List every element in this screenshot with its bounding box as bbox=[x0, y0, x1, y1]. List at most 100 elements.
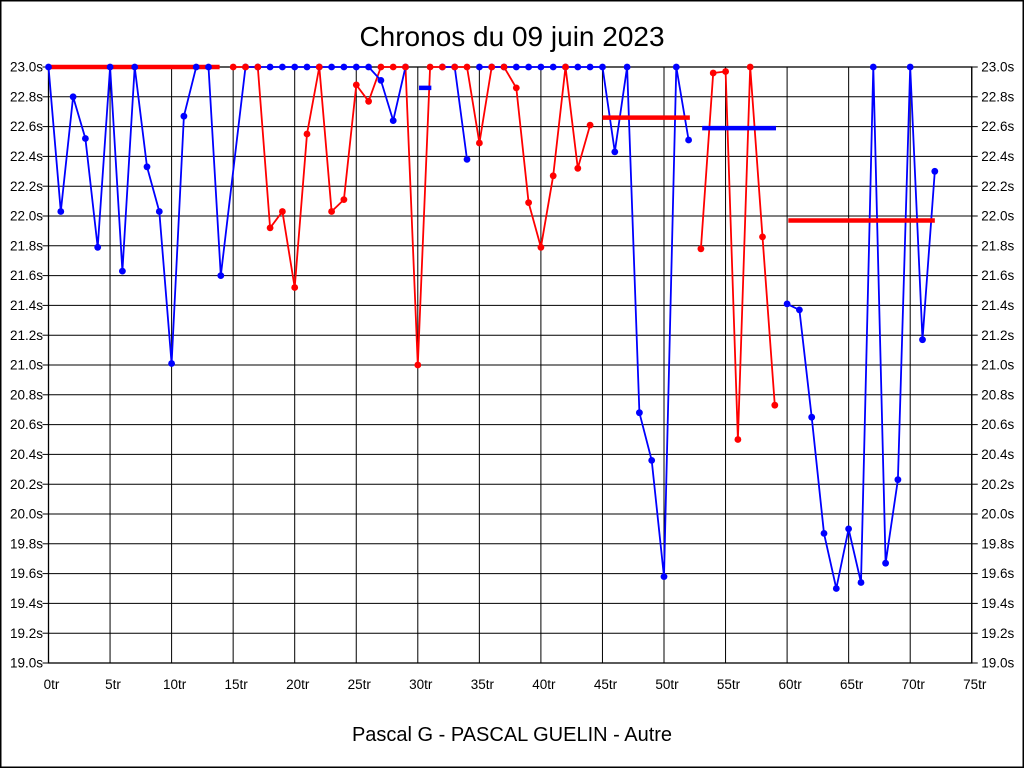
y-axis-label-right: 23.0s bbox=[981, 60, 1014, 75]
data-point-bleu bbox=[291, 63, 299, 71]
x-axis-label: 50tr bbox=[655, 677, 679, 692]
data-point-bleu bbox=[180, 112, 188, 120]
data-point-bleu bbox=[155, 208, 163, 215]
data-point-rouge bbox=[525, 199, 532, 207]
y-axis-label-left: 20.2s bbox=[10, 477, 43, 492]
y-axis-label-right: 21.0s bbox=[981, 358, 1014, 373]
x-axis-label: 10tr bbox=[163, 677, 187, 692]
data-point-rouge bbox=[242, 63, 249, 71]
data-point-bleu bbox=[365, 63, 372, 71]
data-point-bleu bbox=[919, 336, 926, 344]
data-point-bleu bbox=[574, 63, 582, 71]
plot-area: 23.0s 23.0s 22.8s 22.8s 22.6s 22.6s 22.4s 22.4s… bbox=[10, 60, 1015, 692]
data-point-rouge bbox=[549, 172, 557, 180]
data-point-bleu bbox=[636, 409, 643, 417]
data-point-bleu bbox=[783, 300, 791, 308]
y-axis-label-left: 23.0s bbox=[10, 60, 43, 75]
data-point-bleu bbox=[906, 63, 914, 71]
data-point-bleu bbox=[94, 243, 102, 251]
data-point-bleu bbox=[611, 148, 619, 156]
data-point-bleu bbox=[69, 93, 77, 101]
y-axis-label-right: 19.4s bbox=[981, 596, 1014, 611]
data-point-rouge bbox=[746, 63, 754, 71]
y-axis-label-right: 19.6s bbox=[981, 566, 1014, 581]
y-axis-label-right: 22.0s bbox=[981, 209, 1014, 224]
data-point-rouge bbox=[340, 196, 348, 204]
data-point-bleu bbox=[808, 413, 816, 421]
data-point-bleu bbox=[869, 63, 877, 71]
y-axis-label-right: 21.4s bbox=[981, 298, 1014, 313]
x-axis-label: 65tr bbox=[840, 677, 864, 692]
y-axis-label-left: 22.2s bbox=[10, 179, 43, 194]
y-axis-label-right: 21.6s bbox=[981, 268, 1014, 283]
data-point-bleu bbox=[845, 525, 852, 533]
y-axis-label-left: 21.0s bbox=[10, 358, 43, 373]
data-point-bleu bbox=[106, 63, 114, 71]
y-axis-label-left: 22.8s bbox=[10, 89, 43, 104]
x-axis-label: 60tr bbox=[778, 677, 802, 692]
data-point-bleu bbox=[931, 167, 939, 175]
y-axis-label-right: 22.6s bbox=[981, 119, 1014, 134]
y-axis-label-right: 20.8s bbox=[981, 387, 1014, 402]
y-axis-label-left: 20.4s bbox=[10, 447, 43, 462]
data-point-bleu bbox=[57, 208, 65, 215]
data-point-rouge bbox=[328, 208, 335, 215]
data-point-bleu bbox=[340, 63, 348, 71]
data-point-rouge bbox=[722, 68, 729, 75]
data-point-rouge bbox=[512, 84, 520, 92]
x-axis-label: 70tr bbox=[902, 677, 926, 692]
y-axis-label-right: 19.8s bbox=[981, 536, 1014, 551]
y-axis-label-right: 22.8s bbox=[981, 89, 1014, 104]
data-point-bleu bbox=[45, 63, 52, 71]
x-axis-label: 55tr bbox=[717, 677, 741, 692]
data-point-rouge bbox=[451, 63, 459, 71]
x-axis-label: 40tr bbox=[532, 677, 556, 692]
data-point-bleu bbox=[525, 63, 532, 71]
data-point-bleu bbox=[131, 63, 139, 71]
data-point-rouge bbox=[426, 63, 434, 71]
data-point-bleu bbox=[882, 559, 889, 567]
data-point-rouge bbox=[574, 164, 582, 172]
data-point-bleu bbox=[857, 579, 865, 586]
data-point-bleu bbox=[192, 63, 200, 71]
y-axis-label-left: 20.0s bbox=[10, 507, 43, 522]
data-point-bleu bbox=[512, 63, 520, 71]
y-axis-label-right: 19.2s bbox=[981, 626, 1014, 641]
data-point-rouge bbox=[586, 121, 594, 129]
data-point-bleu bbox=[352, 63, 360, 71]
data-point-bleu bbox=[168, 360, 176, 367]
data-point-rouge bbox=[352, 81, 360, 89]
data-point-bleu bbox=[119, 267, 126, 275]
data-point-bleu bbox=[685, 136, 692, 144]
data-point-rouge bbox=[266, 224, 274, 232]
data-point-bleu bbox=[648, 457, 656, 464]
data-point-bleu bbox=[389, 117, 397, 124]
data-point-bleu bbox=[623, 63, 631, 71]
data-point-rouge bbox=[229, 63, 237, 71]
x-axis-label: 15tr bbox=[225, 677, 249, 692]
y-axis-label-left: 21.8s bbox=[10, 238, 43, 253]
x-axis-label: 45tr bbox=[594, 677, 618, 692]
data-point-rouge bbox=[537, 243, 545, 251]
data-point-bleu bbox=[672, 63, 680, 71]
data-point-bleu bbox=[463, 156, 471, 163]
y-axis-label-left: 19.0s bbox=[10, 656, 43, 671]
data-point-rouge bbox=[414, 361, 422, 369]
y-axis-label-left: 19.2s bbox=[10, 626, 43, 641]
data-point-bleu bbox=[217, 272, 225, 279]
chart-title: Chronos du 09 juin 2023 bbox=[359, 21, 664, 52]
data-point-bleu bbox=[549, 63, 557, 71]
y-axis-label-left: 20.8s bbox=[10, 387, 43, 402]
x-axis-label: 75tr bbox=[963, 677, 987, 692]
data-point-rouge bbox=[279, 208, 286, 215]
y-axis-label-right: 20.6s bbox=[981, 417, 1014, 432]
data-point-rouge bbox=[315, 63, 323, 71]
y-axis-label-left: 22.6s bbox=[10, 119, 43, 134]
x-axis-label: 30tr bbox=[409, 677, 433, 692]
data-point-bleu bbox=[586, 63, 594, 71]
x-axis-label: 5tr bbox=[105, 677, 121, 692]
data-point-bleu bbox=[279, 63, 286, 71]
chart-caption: Pascal G - PASCAL GUELIN - Autre bbox=[352, 724, 672, 746]
